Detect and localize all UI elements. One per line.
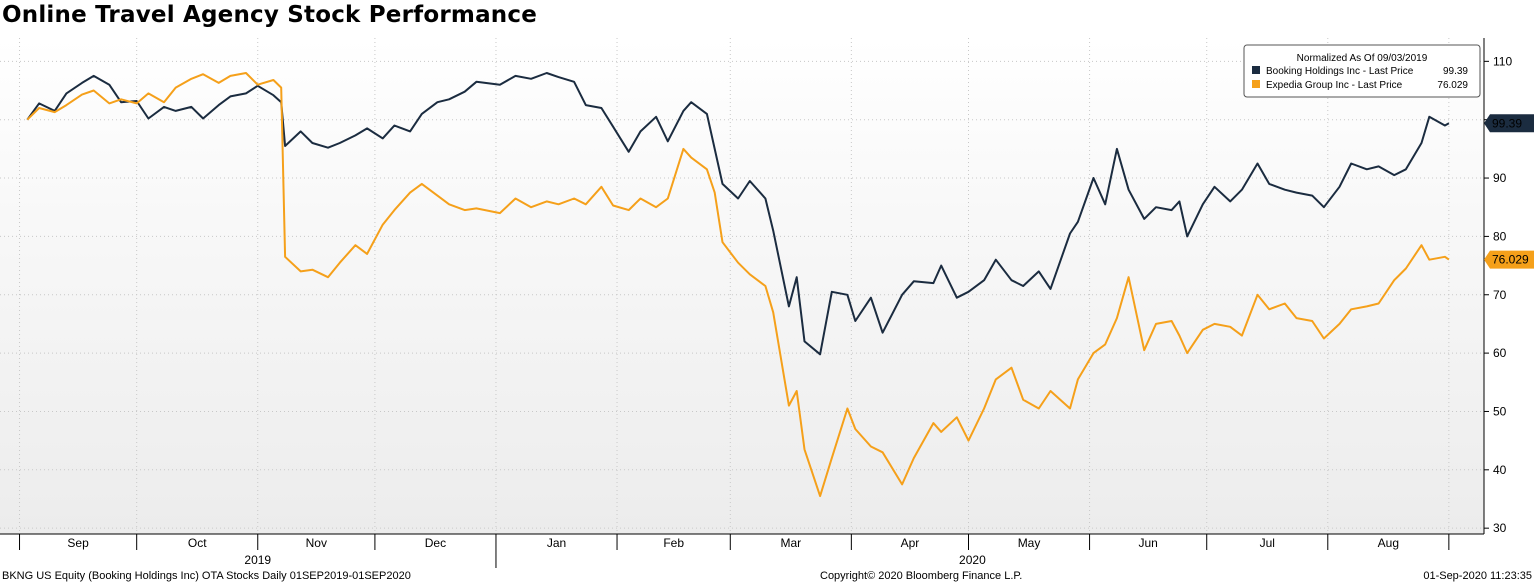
footer-copyright: Copyright© 2020 Bloomberg Finance L.P. [820,570,1023,582]
y-tick-label: 50 [1493,404,1507,418]
series-line-expedia [26,72,1450,498]
x-month-label: May [1018,536,1041,550]
x-month-label: Mar [780,536,801,550]
x-month-label: Aug [1378,536,1399,550]
x-month-label: Oct [188,536,207,550]
last-value-label: 76.029 [1492,253,1529,267]
legend-value-expedia: 76.029 [1437,80,1468,91]
x-month-label: Dec [425,536,446,550]
x-month-label: Jul [1260,536,1275,550]
y-tick-label: 70 [1493,288,1507,302]
y-tick-label: 30 [1493,521,1507,535]
last-value-label: 99.39 [1492,116,1522,130]
chart-title: Online Travel Agency Stock Performance [2,2,537,28]
last-value-tag [1484,114,1534,133]
x-month-label: Nov [306,536,327,550]
legend-swatch-booking [1252,66,1260,74]
legend-label-booking: Booking Holdings Inc - Last Price [1266,66,1414,77]
plot-area [0,38,1484,534]
y-tick-label: 90 [1493,171,1507,185]
y-tick-label: 110 [1493,54,1512,68]
legend-title: Normalized As Of 09/03/2019 [1297,53,1428,64]
footer-source: BKNG US Equity (Booking Holdings Inc) OT… [2,570,411,582]
x-year-label: 2020 [959,553,986,567]
series-layer [26,72,1450,498]
x-month-label: Sep [67,536,89,550]
x-year-label: 2019 [244,553,271,567]
y-tick-label: 80 [1493,229,1507,243]
footer-timestamp: 01-Sep-2020 11:23:35 [1423,570,1532,582]
axis-layer: 30405060708090100110SepOctNovDecJanFebMa… [0,38,1534,568]
legend-swatch-expedia [1252,80,1260,88]
x-month-label: Apr [901,536,920,550]
legend: Normalized As Of 09/03/2019 Booking Hold… [1243,44,1481,98]
legend-value-booking: 99.39 [1443,66,1468,77]
series-line-booking [26,72,1450,356]
last-value-tag [1484,250,1534,269]
y-tick-label: 40 [1493,463,1507,477]
x-month-label: Jan [547,536,566,550]
legend-label-expedia: Expedia Group Inc - Last Price [1266,80,1403,91]
grid-lines [0,38,1484,534]
y-tick-label: 60 [1493,346,1507,360]
x-month-label: Feb [663,536,684,550]
x-month-label: Jun [1138,536,1157,550]
